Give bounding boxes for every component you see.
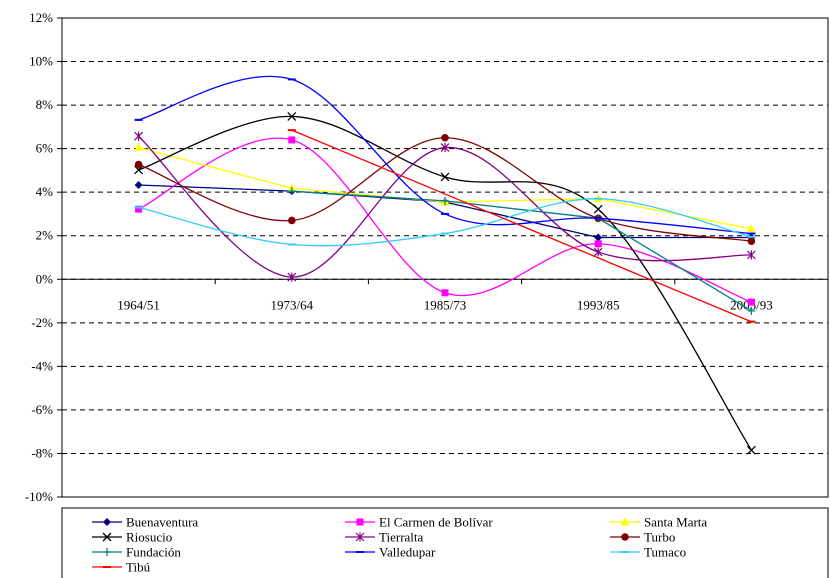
series-riosucio bbox=[134, 111, 756, 455]
data-point bbox=[441, 196, 449, 205]
series-line bbox=[138, 75, 752, 235]
data-point bbox=[746, 224, 756, 233]
series-santa-marta bbox=[134, 143, 756, 233]
data-point bbox=[135, 205, 143, 213]
series-lines bbox=[134, 75, 756, 455]
series-line bbox=[291, 129, 752, 323]
y-tick-label: 12% bbox=[29, 10, 53, 25]
series-valledupar bbox=[134, 75, 756, 235]
data-point bbox=[747, 306, 756, 315]
legend-item-buenaventura: Buenaventura bbox=[92, 515, 198, 530]
data-point bbox=[134, 160, 143, 169]
legend-item-el-carmen-de-bolivar: El Carmen de Bolívar bbox=[345, 515, 493, 530]
legend-label: Tierralta bbox=[379, 530, 424, 545]
legend: Buenaventura El Carmen de Bolívar Santa Ma… bbox=[61, 507, 829, 578]
data-point bbox=[746, 445, 756, 455]
legend-label: Tumaco bbox=[644, 545, 686, 560]
y-tick-label: 10% bbox=[29, 54, 53, 69]
legend-label: Santa Marta bbox=[644, 515, 707, 530]
data-point bbox=[746, 250, 756, 260]
data-point bbox=[355, 532, 365, 542]
series-tumaco bbox=[134, 197, 756, 247]
data-point bbox=[288, 216, 296, 225]
legend-item-riosucio: Riosucio bbox=[92, 530, 172, 545]
data-point bbox=[594, 233, 603, 242]
data-point bbox=[593, 247, 603, 257]
series-line bbox=[138, 137, 752, 242]
series-line bbox=[138, 137, 752, 303]
data-point bbox=[440, 143, 450, 153]
legend-item-tumaco: Tumaco bbox=[610, 545, 686, 560]
data-point bbox=[441, 289, 449, 297]
y-tick-label: -8% bbox=[31, 445, 53, 460]
x-tick-label: 1993/85 bbox=[577, 297, 620, 312]
x-tick-label: 1985/73 bbox=[424, 297, 467, 312]
legend-label: Tibú bbox=[126, 560, 151, 575]
data-point bbox=[747, 298, 755, 306]
data-point bbox=[287, 111, 297, 121]
series-line bbox=[291, 190, 752, 312]
legend-label: El Carmen de Bolívar bbox=[379, 515, 493, 530]
y-tick-label: 0% bbox=[36, 271, 54, 286]
y-axis-tick-labels: -10% -8% -6% -4% -2% 0% 2% 4% 6% 8% 10% 12% bbox=[25, 10, 62, 504]
data-point bbox=[134, 131, 144, 141]
data-point bbox=[747, 237, 756, 245]
plot-area bbox=[61, 17, 829, 498]
legend-label: Buenaventura bbox=[126, 515, 198, 530]
data-point bbox=[288, 136, 296, 144]
data-point bbox=[134, 165, 144, 175]
legend-box bbox=[61, 507, 829, 578]
y-tick-label: 8% bbox=[36, 97, 54, 112]
data-point bbox=[594, 240, 602, 248]
y-tick-label: 2% bbox=[36, 228, 54, 243]
data-point bbox=[103, 518, 111, 526]
y-tick-label: -4% bbox=[31, 358, 53, 373]
data-point bbox=[103, 548, 111, 556]
data-point bbox=[356, 518, 364, 526]
data-point bbox=[102, 532, 112, 542]
y-tick-label: -6% bbox=[31, 402, 53, 417]
legend-label: Turbo bbox=[644, 530, 675, 545]
data-point bbox=[621, 533, 629, 541]
data-point bbox=[134, 180, 143, 189]
legend-label: Riosucio bbox=[126, 530, 172, 545]
data-point bbox=[593, 204, 603, 214]
legend-item-turbo: Turbo bbox=[610, 530, 675, 545]
series-line bbox=[138, 135, 752, 278]
y-tick-label: -2% bbox=[31, 315, 53, 330]
data-point bbox=[441, 133, 449, 142]
y-tick-label: 4% bbox=[36, 184, 54, 199]
y-tick-label: -10% bbox=[25, 489, 53, 504]
legend-item-tierralta: Tierralta bbox=[345, 530, 424, 545]
legend-item-tibu: Tibú bbox=[92, 560, 151, 575]
data-point bbox=[440, 172, 450, 182]
data-point bbox=[287, 272, 297, 282]
series-tibu bbox=[287, 129, 756, 323]
x-tick-label: 1973/64 bbox=[270, 297, 313, 312]
legend-item-fundacion: Fundación bbox=[92, 545, 181, 560]
legend-item-santa-marta: Santa Marta bbox=[610, 515, 707, 530]
series-tierralta bbox=[134, 131, 756, 282]
y-tick-label: 6% bbox=[36, 141, 54, 156]
data-point bbox=[620, 517, 630, 526]
series-fundacion bbox=[287, 187, 756, 315]
data-point bbox=[287, 187, 296, 196]
series-line bbox=[138, 115, 752, 451]
legend-label: Fundación bbox=[126, 545, 181, 560]
x-tick-label: 1964/51 bbox=[117, 297, 160, 312]
data-point bbox=[134, 143, 144, 152]
legend-label: Valledupar bbox=[379, 545, 436, 560]
series-el-carmen-de-bolivar bbox=[135, 136, 755, 306]
legend-item-valledupar: Valledupar bbox=[345, 545, 436, 560]
